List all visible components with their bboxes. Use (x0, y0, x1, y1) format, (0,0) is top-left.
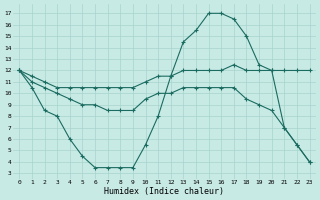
X-axis label: Humidex (Indice chaleur): Humidex (Indice chaleur) (104, 187, 224, 196)
